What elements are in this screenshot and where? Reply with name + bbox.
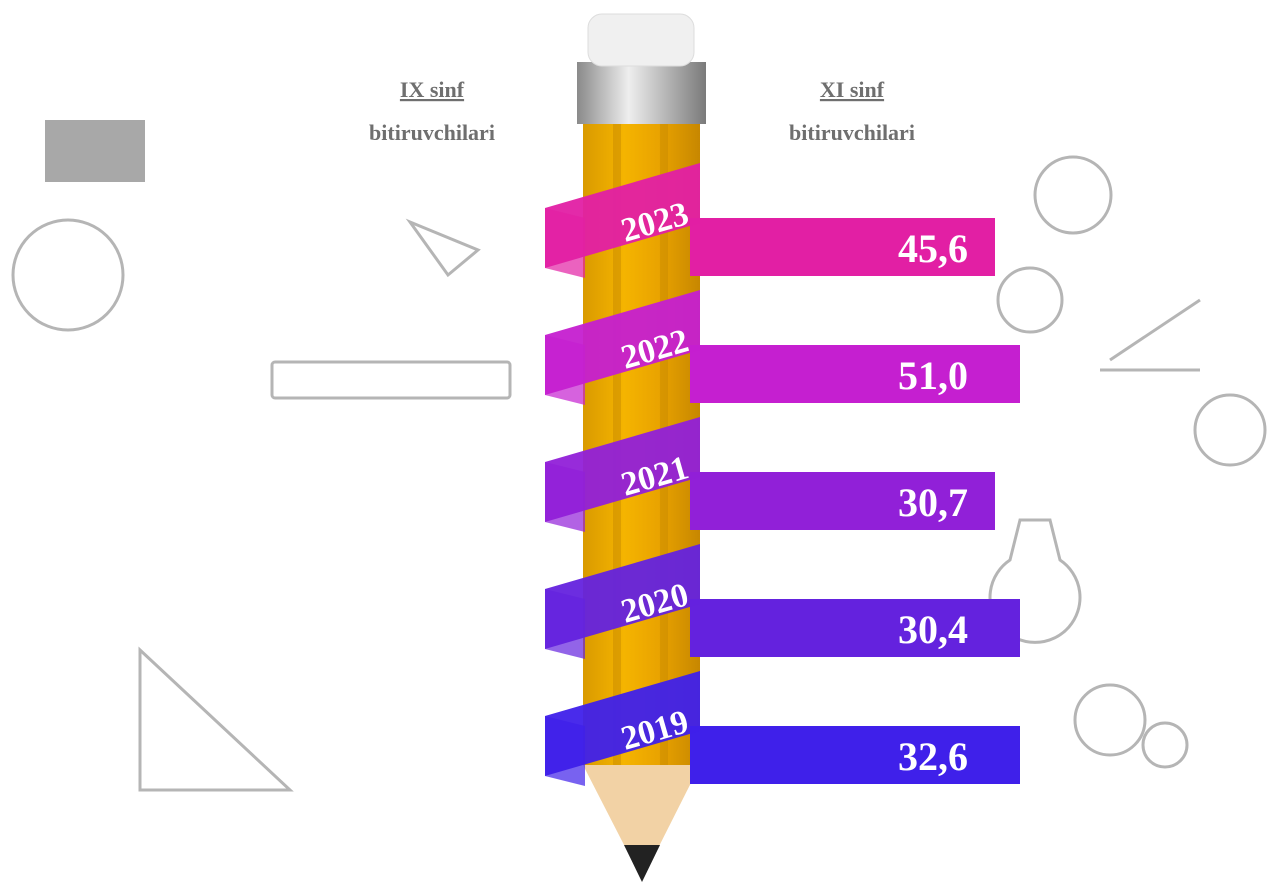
- header-subtitle: bitiruvchilari: [369, 120, 495, 145]
- value-ribbon: [690, 599, 1020, 657]
- value-label: 32,6: [898, 734, 968, 779]
- value-ribbon: [690, 218, 995, 276]
- value-ribbon: [690, 472, 995, 530]
- decorations: [11, 120, 1267, 792]
- ribbon-fold: [545, 589, 585, 659]
- header-title: IX sinf: [400, 77, 465, 102]
- value-label: 30,7: [898, 480, 968, 525]
- value-ribbon: [690, 726, 1020, 784]
- ribbon-fold: [545, 462, 585, 532]
- value-ribbon: [690, 345, 1020, 403]
- value-label: 51,0: [898, 353, 968, 398]
- ribbon-fold: [545, 335, 585, 405]
- value-label: 45,6: [898, 226, 968, 271]
- header-title: XI sinf: [820, 77, 885, 102]
- value-label: 30,4: [898, 607, 968, 652]
- header-subtitle: bitiruvchilari: [789, 120, 915, 145]
- ribbon-fold: [545, 208, 585, 278]
- ribbon-fold: [545, 716, 585, 786]
